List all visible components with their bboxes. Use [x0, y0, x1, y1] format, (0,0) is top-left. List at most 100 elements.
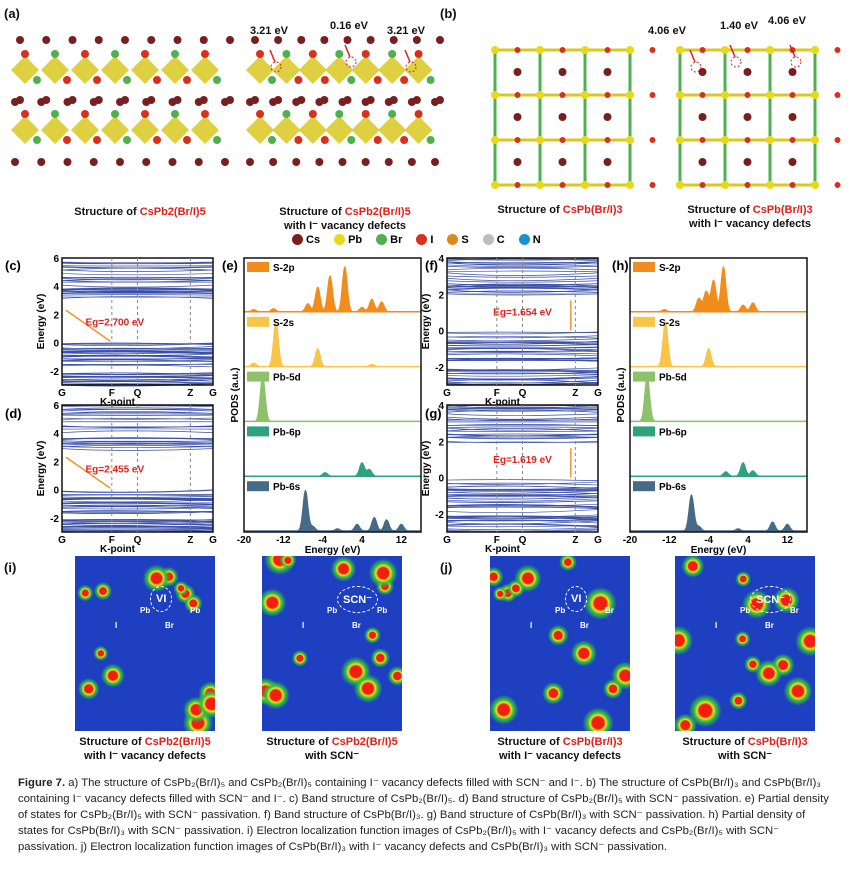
band-line — [61, 525, 214, 528]
x-tick-label: G — [209, 535, 217, 546]
y-axis-label: Energy (eV) — [421, 441, 432, 497]
chart-e: (e) S-2p S-2s Pb-5d Pb-6p Pb-6s -20 -12 -4 4 12 Ene… — [222, 257, 422, 555]
band-line — [446, 280, 599, 283]
atom — [51, 50, 59, 58]
band-line — [446, 441, 599, 444]
legend-swatch — [247, 481, 269, 492]
elf-atom-tag: Br — [790, 606, 799, 615]
caption-text: a) The structure of CsPb₂(Br/I)₅ and CsP… — [18, 777, 829, 853]
elf-atom-tag: Pb — [327, 606, 338, 615]
atom — [93, 76, 101, 84]
crystal-structures — [11, 36, 841, 189]
atom — [604, 92, 611, 98]
band-line — [61, 342, 214, 347]
elf-image: SCN⁻ I Pb Br Pb — [262, 556, 402, 731]
atom — [491, 46, 499, 54]
x-tick-label: Q — [519, 535, 527, 546]
band-line — [61, 377, 214, 381]
band-line — [446, 509, 599, 514]
energy-label: 3.21 eV — [387, 25, 425, 37]
gap-arrow — [65, 456, 111, 489]
y-tick-label: 4 — [53, 282, 59, 293]
atom-dot-icon — [447, 234, 459, 245]
legend-label: Pb-6s — [659, 482, 687, 493]
atom — [721, 46, 729, 54]
cs-atom — [743, 158, 752, 166]
atom-legend: Cs Pb Br I S C N — [292, 234, 541, 246]
legend-swatch — [247, 316, 269, 327]
y-axis-label: PODS (a.u.) — [230, 367, 241, 422]
panel-label: (h) — [612, 258, 629, 273]
x-tick-label: F — [494, 388, 500, 399]
cs-atom — [788, 68, 797, 76]
atom — [514, 182, 521, 188]
octahedron — [246, 116, 274, 144]
x-tick-label: Z — [572, 388, 578, 399]
cs-atom — [558, 158, 567, 166]
x-axis-label: K-point — [485, 544, 521, 555]
band-line — [446, 369, 599, 374]
title: Structure of — [682, 736, 748, 748]
pdos-curve — [244, 489, 421, 532]
atom — [536, 91, 544, 99]
elf-atom-tag: I — [715, 621, 718, 630]
cs-atom — [343, 36, 352, 44]
atom — [320, 76, 329, 84]
band-line — [446, 409, 599, 413]
atom — [21, 110, 29, 118]
y-tick-label: -2 — [435, 363, 444, 374]
atom — [491, 181, 499, 189]
cs-atom — [16, 36, 24, 44]
octahedron — [404, 116, 433, 144]
band-line — [446, 441, 599, 444]
cs-atom — [436, 96, 444, 104]
cs-atom — [513, 158, 522, 166]
legend-item: C — [482, 234, 505, 246]
band-line — [446, 491, 599, 494]
band-line — [446, 289, 599, 293]
band-line — [446, 359, 599, 362]
band-line — [61, 359, 214, 362]
band-line — [446, 338, 599, 342]
elf-atom-tag: SCN⁻ — [337, 586, 379, 613]
y-tick-label: 2 — [438, 437, 444, 448]
band-line — [446, 409, 599, 412]
atom — [536, 46, 544, 54]
band-line — [446, 427, 599, 431]
band-line — [446, 503, 599, 507]
atom — [426, 76, 435, 84]
atom — [256, 110, 264, 118]
y-tick-label: 6 — [53, 254, 59, 265]
cs-atom — [436, 36, 444, 44]
atom — [721, 91, 729, 99]
structure-caption: Structure of CsPb(Br/I)3 with I⁻ vacancy … — [655, 203, 845, 231]
band-line — [61, 372, 214, 375]
band-gap-label: Eg=1.654 eV — [493, 308, 552, 319]
band-line — [61, 378, 214, 382]
atom — [559, 47, 566, 53]
octahedron — [351, 116, 380, 144]
atom — [213, 136, 221, 144]
atom — [789, 137, 796, 143]
band-line — [446, 498, 599, 502]
elf-atom-tag: SCN⁻ — [750, 586, 792, 613]
cs-atom — [63, 158, 72, 166]
atom — [123, 76, 131, 84]
cs-atom — [142, 158, 151, 166]
cs-atom — [297, 96, 306, 104]
atom — [81, 110, 89, 118]
atom — [294, 76, 303, 84]
band-line — [446, 293, 599, 296]
atom — [213, 76, 221, 84]
band-line — [446, 267, 599, 271]
x-tick-label: G — [58, 535, 66, 546]
atom — [699, 137, 706, 143]
atom — [811, 91, 819, 99]
y-axis-label: Energy (eV) — [36, 441, 47, 497]
legend-item: Pb — [334, 234, 362, 246]
x-tick-label: Q — [134, 535, 142, 546]
elf-caption: Structure of CsPb(Br/I)3 with I⁻ vacancy … — [460, 735, 660, 763]
atom-dot-icon — [376, 234, 388, 245]
band-line — [446, 382, 599, 384]
atom — [581, 181, 589, 189]
